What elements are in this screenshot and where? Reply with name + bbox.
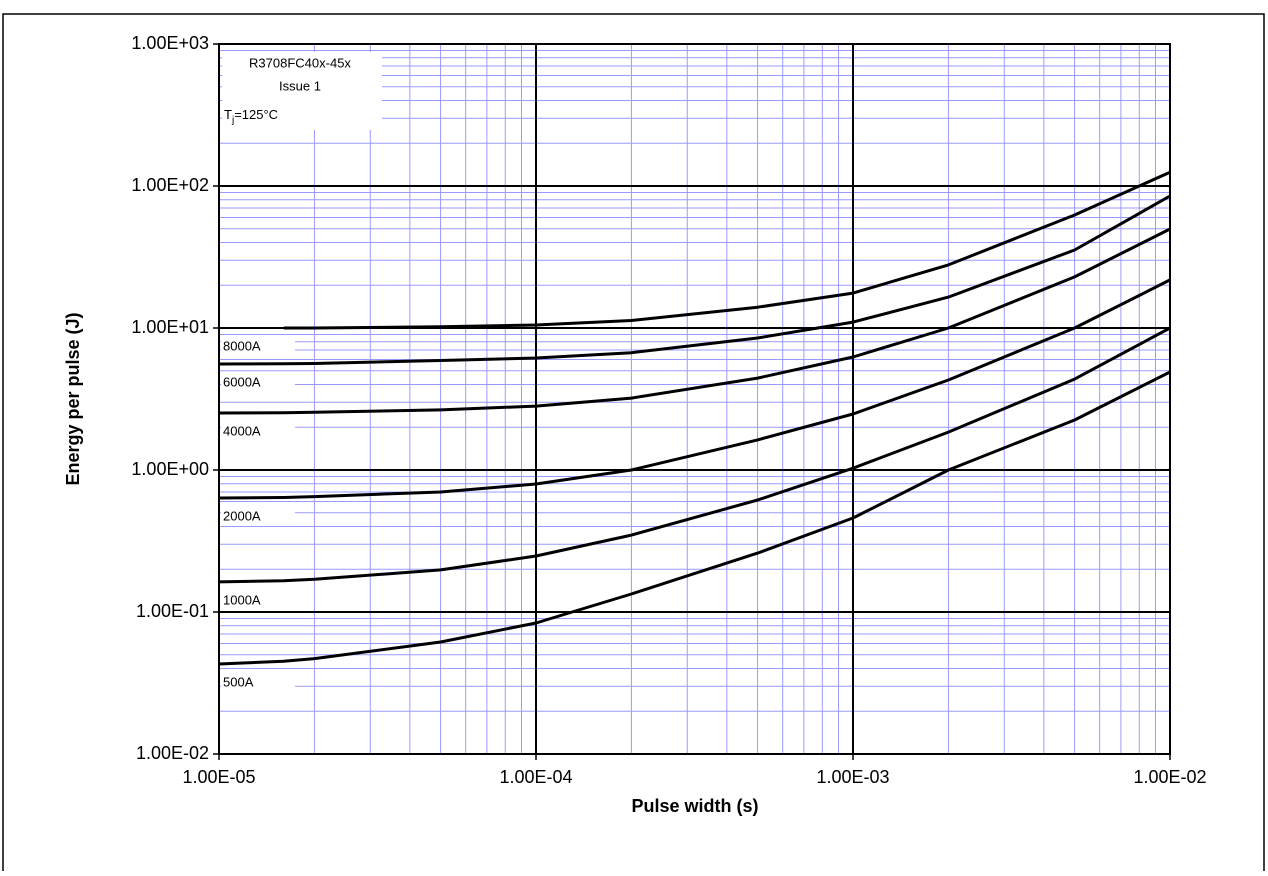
series-label: 4000A	[223, 423, 261, 438]
temperature-text: =125°C	[234, 107, 278, 122]
series-label-bg	[221, 338, 295, 356]
series-label-bg	[221, 373, 295, 392]
plot-border	[218, 43, 1171, 755]
y-tick-label: 1.00E-01	[136, 601, 209, 621]
labels: 8000A 6000A 4000A 2000A 1000A 500A	[221, 338, 295, 693]
y-tick-label: 1.00E+02	[131, 175, 209, 195]
series-label: 2000A	[223, 508, 261, 523]
x-axis-title: Pulse width (s)	[631, 796, 758, 816]
curves	[218, 170, 1171, 666]
x-tick-label: 1.00E-04	[499, 767, 572, 787]
series-label: 8000A	[223, 338, 261, 353]
x-tick-label: 1.00E-03	[816, 767, 889, 787]
series-label-bg	[221, 508, 295, 527]
series-line	[218, 326, 1171, 584]
series-line	[218, 194, 1171, 366]
series-line	[283, 170, 1171, 330]
series-label: 1000A	[223, 592, 261, 607]
note-box	[222, 52, 382, 130]
x-tick-label: 1.00E-05	[182, 767, 255, 787]
series-label-bg	[221, 423, 295, 442]
series-label-bg	[221, 591, 295, 610]
series-label-bg	[221, 674, 295, 693]
temperature-subscript: j	[231, 115, 234, 126]
temperature-note: Tj=125°C	[224, 107, 278, 125]
series-line	[218, 278, 1171, 500]
y-tick-label: 1.00E+01	[131, 317, 209, 337]
series-label: 500A	[223, 674, 254, 689]
frame	[2, 13, 1265, 876]
y-axis-title: Energy per pulse (J)	[63, 312, 83, 485]
x-tick-label: 1.00E-02	[1133, 767, 1206, 787]
grid: 1.00E-02 1.00E-01 1.00E+00 1.00E+01 1.00E+02…	[131, 33, 1206, 787]
y-tick-label: 1.00E+03	[131, 33, 209, 53]
y-tick-label: 1.00E-02	[136, 743, 209, 763]
series-label: 6000A	[223, 374, 261, 389]
y-tick-label: 1.00E+00	[131, 459, 209, 479]
series-line	[218, 370, 1171, 666]
temperature-symbol: T	[224, 107, 232, 122]
note-line: Issue 1	[279, 78, 321, 93]
series-line	[218, 227, 1171, 415]
note-line: R3708FC40x-45x	[249, 55, 351, 70]
